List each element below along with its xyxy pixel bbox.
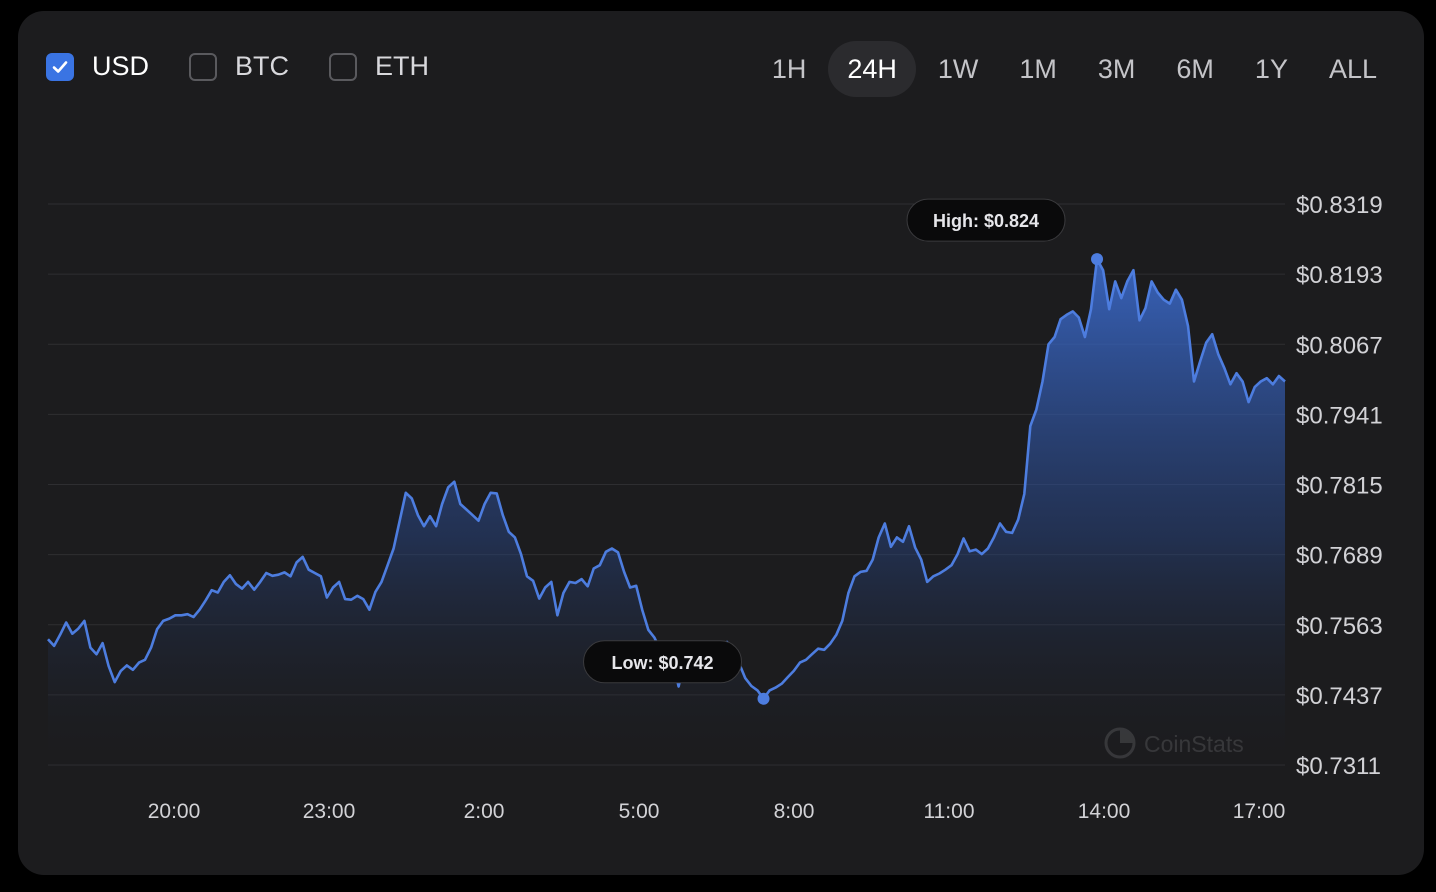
high-marker-point[interactable] — [1091, 253, 1104, 266]
price-chart-card: USD BTC ETH 1H 24H 1W 1M 3M 6M 1Y ALL — [18, 11, 1424, 875]
x-tick-label: 8:00 — [774, 800, 815, 823]
checkbox-unchecked-icon[interactable] — [189, 52, 218, 81]
range-24h-button[interactable]: 24H — [828, 41, 916, 97]
range-1m-button[interactable]: 1M — [1019, 53, 1057, 84]
high-marker-tooltip — [906, 198, 1066, 242]
x-tick-label: 20:00 — [148, 800, 201, 823]
range-all-button[interactable]: ALL — [1328, 53, 1377, 84]
y-tick-label: $0.7941 — [1296, 402, 1383, 429]
y-tick-label: $0.8193 — [1296, 262, 1383, 289]
x-tick-label: 2:00 — [464, 800, 505, 823]
currency-label-eth: ETH — [375, 51, 430, 81]
currency-label-usd: USD — [92, 51, 150, 81]
currency-label-btc: BTC — [235, 51, 290, 81]
checkbox-checked-icon[interactable] — [46, 52, 74, 81]
y-tick-label: $0.8319 — [1296, 192, 1383, 219]
range-1y-button[interactable]: 1Y — [1254, 53, 1288, 84]
coinstats-watermark: CoinStats — [1104, 727, 1244, 759]
x-tick-label: 23:00 — [303, 800, 356, 823]
high-marker-label: High: $0.824 — [933, 211, 1039, 231]
price-chart[interactable]: CoinStats $0.8319 $0.8193 $0.8067 $0.7941 $0… — [18, 11, 1424, 875]
y-tick-label: $0.7437 — [1296, 683, 1383, 710]
time-range-selector: 1H 24H 1W 1M 3M 6M 1Y ALL — [750, 41, 1396, 97]
currency-toggle-btc[interactable]: BTC — [189, 51, 289, 82]
low-marker-label: Low: $0.742 — [611, 653, 713, 673]
low-marker-tooltip — [583, 640, 743, 684]
coinstats-logo-icon — [1104, 727, 1136, 759]
range-6m-button[interactable]: 6M — [1176, 53, 1214, 84]
low-marker-point[interactable] — [757, 692, 770, 705]
y-tick-label: $0.7563 — [1296, 613, 1383, 640]
watermark-text: CoinStats — [1144, 731, 1244, 757]
currency-toggle-eth[interactable]: ETH — [329, 51, 429, 82]
x-tick-label: 5:00 — [619, 800, 660, 823]
checkbox-unchecked-icon[interactable] — [329, 52, 358, 81]
x-tick-label: 11:00 — [924, 800, 975, 823]
range-1h-button[interactable]: 1H — [771, 53, 807, 84]
currency-toggle-usd[interactable]: USD — [46, 51, 149, 82]
currency-toggle-group: USD BTC ETH — [46, 51, 469, 82]
range-3m-button[interactable]: 3M — [1097, 53, 1136, 84]
x-tick-label: 14:00 — [1078, 800, 1131, 823]
price-area-fill — [48, 259, 1285, 765]
y-tick-label: $0.7815 — [1296, 473, 1383, 500]
y-tick-label: $0.7311 — [1296, 753, 1381, 780]
y-tick-label: $0.7689 — [1296, 543, 1383, 570]
y-tick-label: $0.8067 — [1296, 332, 1383, 359]
x-tick-label: 17:00 — [1233, 800, 1286, 823]
range-1w-button[interactable]: 1W — [937, 53, 979, 84]
